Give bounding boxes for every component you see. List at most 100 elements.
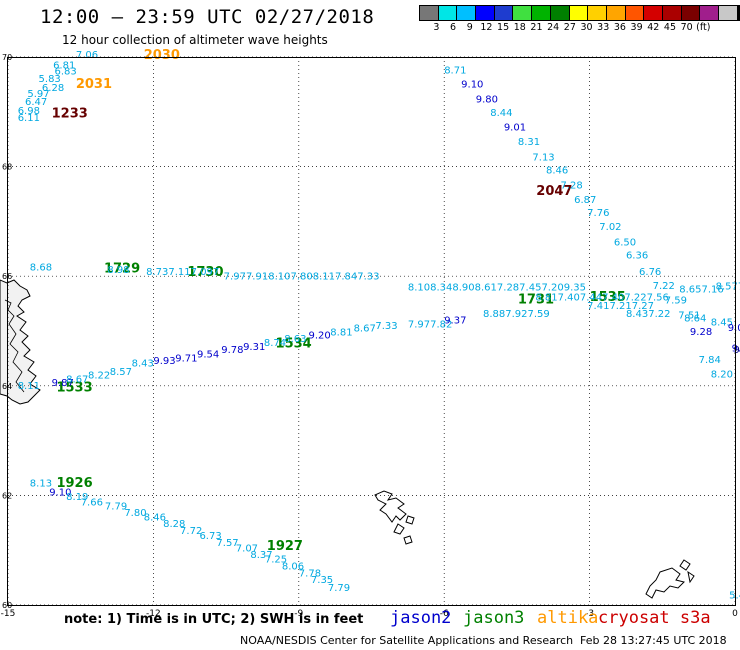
satellite-legend-jason3: jason3 [463,608,525,628]
wave-height-value: 9.31 [243,342,265,353]
satellite-legend-altika: altika [537,608,599,628]
wave-height-value: 8.37 [250,550,272,561]
wave-height-value: 8.63 [284,334,306,345]
pass-time-label: 1927 [267,539,303,554]
wave-height-value: 6.28 [42,83,64,94]
legend-label: 30 [580,22,593,33]
wave-height-value: 7.33 [375,321,397,332]
wave-height-value: 7.80 [124,508,146,519]
wave-height-value: 9.80 [476,94,498,105]
wave-height-value: 8.43 [132,359,154,370]
legend-label: 24 [547,22,560,33]
map-subtitle: 12 hour collection of altimeter wave hei… [62,33,328,47]
wave-height-value: 7.977.82 [408,320,453,331]
map-title: 12:00 – 23:59 UTC 02/27/2018 [40,6,375,28]
satellite-legend-cryosat-s3a: cryosat s3a [598,608,711,628]
wave-height-value: 8.71 [444,65,466,76]
wave-height-value: 5.97 [27,89,49,100]
wave-height-value: 7.977.918.107.808.117.847.33 [224,271,380,282]
wave-height-value: 9 [734,345,740,356]
wave-height-value: 8.74 [264,338,286,349]
wave-height-value: 9.01 [504,122,526,133]
wave-height-value: 8.13 [30,479,52,490]
wave-height-value: 9.28 [690,327,712,338]
wave-height-value: 6.36 [626,251,648,262]
color-legend: 3 6 9 12 15 18 21 24 27 30 33 36 39 42 45 70 (ft) [419,5,740,33]
wave-height-value: 8.81 [330,327,352,338]
wave-height-value: 6.47 [25,97,47,108]
wave-height-value: 7.25 [265,554,287,565]
altimeter-readings: 2030 2031 1233 2047 1729 1730 1731 1535 1534 1533… [18,48,740,601]
satellite-legend-jason2: jason2 [390,608,452,628]
legend-label: 33 [597,22,610,33]
wave-height-value: 8.22 [88,371,110,382]
lon-tick-label: -9 [294,609,303,619]
pass-time-label: 2031 [76,77,112,92]
wave-height-value: 8.737.117.097 [146,267,219,278]
lon-tick-label: -12 [146,609,161,619]
wave-height-value: 6.11 [18,113,40,124]
lon-tick-label: -15 [1,609,16,619]
wave-height-value: 6.98 [18,106,40,117]
legend-label: 70 [680,22,693,33]
wave-height-value: 9.20 [308,331,330,342]
legend-label: 3 [433,22,440,33]
wave-height-value: 8.67 [354,324,376,335]
wave-height-value: 7.51 [678,310,700,321]
wave-height-value: 8.67 [66,375,88,386]
wave-height-value: 8.98 [107,265,129,276]
legend-label: 21 [530,22,543,33]
wave-height-value: 9.10 [49,487,71,498]
wave-height-value: 7.59 [665,296,687,307]
wave-height-value: 8.45 [711,318,733,329]
legend-color-bar [419,5,740,21]
wave-height-value: 8.108.348.908.617.287.457.209.35 [408,282,586,293]
legend-labels: 3 6 9 12 15 18 21 24 27 30 33 36 39 42 45 70 (ft) [420,22,740,33]
wave-height-value: 9.71 [175,354,197,365]
wave-height-value: 7.417.217.27 [587,301,654,312]
wave-height-value: 9.37 [444,315,466,326]
wave-height-value: 8.64 [684,314,706,325]
map-frame [7,57,736,606]
wave-height-value: 8.817.407.447.407.227.56 [535,292,669,303]
wave-height-value: 7.07 [236,543,258,554]
wave-height-value: 7.06 [76,50,98,61]
wave-height-value: 9.05 [728,323,740,334]
legend-label: 36 [613,22,626,33]
legend-label: 45 [663,22,677,33]
wave-height-value: 6.83 [55,67,77,78]
wave-height-value: 9.93 [153,356,175,367]
legend-label: 27 [563,22,576,33]
wave-height-value: 8.20 [711,370,733,381]
wave-height-value: 8.06 [282,561,304,572]
pass-time-label: 1534 [276,336,312,351]
lon-tick-label: -3 [585,609,594,619]
wave-height-value: 7.84 [699,355,721,366]
wave-height-value: 8.887.927.59 [483,309,550,320]
wave-height-value: 7.76 [587,208,609,219]
wave-height-value: 9.10 [461,80,483,91]
wave-height-value: 7.78 [299,569,321,580]
lon-tick-label: 0 [732,609,738,619]
wave-height-value: 8.46 [144,513,166,524]
shetland-coast [645,567,685,599]
iceland-coast [0,279,41,405]
wave-height-value: 8.57 [110,367,132,378]
wave-height-value: 7.72 [180,526,202,537]
wave-height-value: 9.54 [197,349,219,360]
legend-label: 6 [450,22,457,33]
legend-label: 12 [480,22,493,33]
wave-height-value: 5.83 [39,74,61,85]
legend-swatch [736,5,740,21]
wave-height-value: 7.35 [311,575,333,586]
wave-height-value: 9.78 [221,345,243,356]
legend-label: 9 [466,22,473,33]
wave-height-value: 8.28 [163,519,185,530]
wave-height-value: 8.46 [546,166,568,177]
wave-height-value: 9.87 [52,378,74,389]
pass-time-label: 1731 [518,293,554,308]
pass-time-label: 2030 [144,48,180,63]
pass-time-label: 1730 [187,265,223,280]
